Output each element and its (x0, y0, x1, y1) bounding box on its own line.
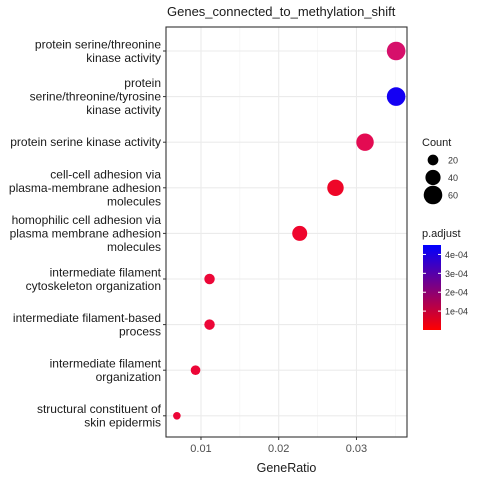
size-legend-key (425, 169, 441, 186)
y-tick-label: cell-cell adhesion via plasma-membrane ad… (9, 167, 161, 208)
data-point (386, 41, 406, 61)
y-tick-label: intermediate filament-based process (13, 311, 161, 339)
y-tick-label: intermediate filament cytoskeleton organi… (26, 265, 162, 293)
chart-title: Genes_connected_to_methylation_shift (167, 4, 396, 19)
data-point (327, 179, 344, 197)
x-tick-label: 0.03 (346, 443, 367, 455)
x-axis-title: GeneRatio (257, 461, 317, 475)
y-tick-label: homophilic cell adhesion via plasma membr… (10, 213, 162, 254)
data-point (190, 365, 201, 376)
y-tick-label: structural constituent of skin epidermis (37, 402, 162, 430)
size-legend-title: Count (422, 137, 451, 149)
size-legend-label: 20 (448, 156, 458, 166)
data-point (173, 412, 181, 420)
data-point (386, 87, 406, 106)
plot-panel (166, 27, 407, 437)
y-tick-label: protein serine kinase activity (10, 135, 161, 149)
panel-border (165, 26, 408, 438)
x-tick-label: 0.01 (190, 443, 211, 455)
data-point (356, 133, 374, 151)
size-legend-label: 60 (448, 191, 458, 201)
color-legend-label: 4e-04 (445, 250, 468, 260)
color-legend-label: 1e-04 (445, 307, 468, 317)
data-point (204, 319, 215, 330)
y-tick-label: protein serine/threonine/tyrosine kinase a… (30, 76, 162, 117)
size-legend-key (427, 154, 439, 166)
color-legend-label: 3e-04 (445, 269, 468, 279)
color-legend-bar (423, 245, 441, 330)
data-point (292, 225, 308, 241)
size-legend-key (423, 185, 443, 205)
y-tick-label: intermediate filament organization (50, 356, 162, 384)
y-tick-label: protein serine/threonine kinase activity (35, 37, 161, 65)
data-point (204, 273, 215, 285)
color-legend-label: 2e-04 (445, 288, 468, 298)
size-legend-label: 40 (448, 173, 458, 183)
x-tick-label: 0.02 (268, 443, 289, 455)
color-legend-title: p.adjust (422, 228, 461, 240)
